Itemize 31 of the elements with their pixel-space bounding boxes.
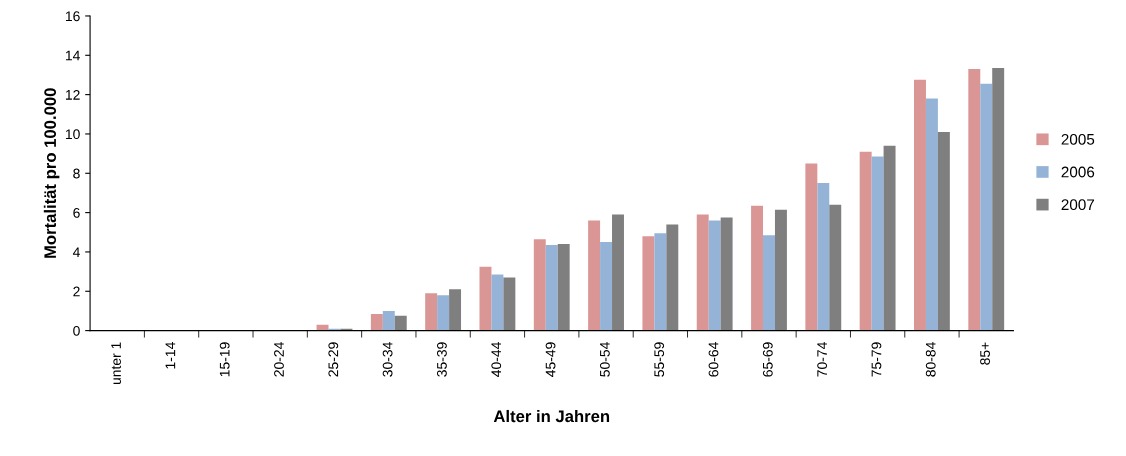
x-tick-label: 45-49 (545, 342, 556, 377)
x-tick-label: 75-79 (871, 342, 882, 377)
y-tick-label: 0 (73, 325, 80, 336)
x-tick-label: 60-64 (708, 342, 719, 377)
x-tick-label: 50-54 (599, 342, 610, 377)
x-tick-label: 35-39 (437, 342, 447, 377)
legend-label: 2006 (1061, 166, 1095, 178)
legend-label: 2007 (1061, 199, 1095, 211)
x-tick-label: 80-84 (925, 342, 936, 377)
x-tick-label: unter 1 (111, 342, 121, 385)
x-tick-label: 65-69 (762, 342, 773, 377)
y-axis-title: Mortalität pro 100.000 (43, 88, 60, 258)
legend-label: 2005 (1061, 133, 1095, 145)
x-axis-title: Alter in Jahren (493, 409, 610, 423)
x-tick-label: 1-14 (165, 342, 176, 369)
y-tick-label: 12 (65, 89, 80, 100)
y-tick-label: 4 (72, 247, 80, 257)
y-tick-label: 8 (73, 168, 80, 179)
x-tick-label: 70-74 (817, 342, 828, 377)
x-tick-label: 55-59 (654, 342, 665, 377)
x-tick-label: 30-34 (382, 342, 393, 377)
x-tick-label: 85+ (980, 342, 990, 365)
x-tick-label: 15-19 (219, 342, 230, 377)
x-tick-label: 40-44 (491, 342, 502, 377)
x-tick-label: 20-24 (274, 342, 284, 377)
y-tick-label: 14 (65, 50, 80, 61)
y-tick-label: 6 (73, 207, 80, 218)
x-tick-label: 25-29 (328, 342, 339, 377)
y-tick-label: 2 (73, 286, 80, 297)
y-tick-label: 10 (65, 129, 80, 140)
y-tick-label: 16 (65, 11, 80, 22)
